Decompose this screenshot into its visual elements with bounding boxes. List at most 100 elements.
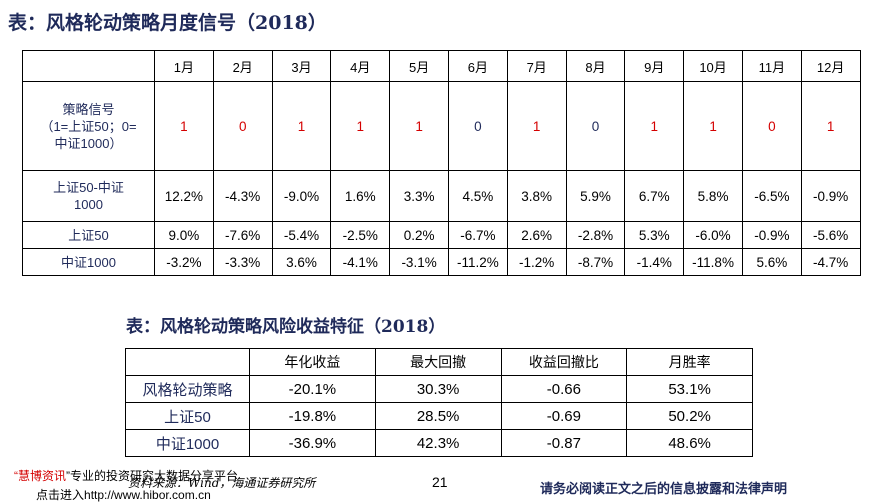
- quote-mark: “: [14, 469, 18, 483]
- value-cell: 12.2%: [154, 170, 214, 222]
- month-header-cell: 1月: [154, 50, 214, 82]
- risk-table-title: 表：风格轮动策略风险收益特征（2018）: [126, 317, 446, 337]
- risk-row-strategy: 风格轮动策略 -20.1% 30.3% -0.66 53.1%: [125, 375, 753, 403]
- source-watermark-line1: “慧博资讯”专业的投资研究大数据分享平台: [14, 467, 238, 484]
- value-cell: 3.6%: [271, 248, 332, 276]
- value-cell: -6.7%: [447, 221, 508, 249]
- value-cell: -0.9%: [800, 170, 861, 222]
- value-cell: 1: [683, 81, 743, 171]
- zz1000-row-label: 中证1000: [22, 248, 155, 276]
- value-cell: 5.8%: [683, 170, 743, 222]
- value-cell: -19.8%: [249, 402, 376, 430]
- value-cell: 1.6%: [330, 170, 391, 222]
- value-cell: -4.7%: [800, 248, 861, 276]
- header-cell: 年化收益: [249, 348, 376, 376]
- signal-label-line: 策略信号: [62, 101, 115, 117]
- value-cell: -0.66: [500, 375, 628, 403]
- value-cell: 53.1%: [626, 375, 753, 403]
- strategy-row-label: 上证50-中证 1000: [22, 170, 155, 222]
- corner-cell: [125, 348, 250, 376]
- value-cell: 0: [212, 81, 273, 171]
- value-cell: 3.3%: [389, 170, 449, 222]
- risk-return-table: 年化收益 最大回撤 收益回撤比 月胜率 风格轮动策略 -20.1% 30.3% …: [125, 348, 753, 457]
- value-cell: 5.6%: [741, 248, 802, 276]
- value-cell: 5.9%: [565, 170, 626, 222]
- value-cell: 9.0%: [154, 221, 214, 249]
- value-cell: -3.1%: [389, 248, 449, 276]
- value-cell: -1.4%: [624, 248, 685, 276]
- value-cell: -8.7%: [565, 248, 626, 276]
- month-header-cell: 8月: [565, 50, 626, 82]
- value-cell: -11.2%: [447, 248, 508, 276]
- signal-row-label: 策略信号 （1=上证50；0= 中证1000）: [22, 81, 155, 171]
- value-cell: -4.1%: [330, 248, 391, 276]
- value-cell: -0.9%: [741, 221, 802, 249]
- row-label: 中证1000: [125, 429, 250, 457]
- month-header-cell: 4月: [330, 50, 391, 82]
- strategy-return-row: 上证50-中证 1000 12.2% -4.3% -9.0% 1.6% 3.3% 4.5%…: [22, 170, 861, 222]
- value-cell: 28.5%: [374, 402, 502, 430]
- corner-cell: [22, 50, 155, 82]
- page-number: 21: [432, 474, 448, 490]
- value-cell: -6.5%: [741, 170, 802, 222]
- value-cell: -3.2%: [154, 248, 214, 276]
- value-cell: -9.0%: [271, 170, 332, 222]
- strategy-label-line: 上证50-中证: [53, 180, 124, 195]
- legal-disclaimer: 请务必阅读正文之后的信息披露和法律声明: [540, 482, 788, 497]
- row-label: 风格轮动策略: [125, 375, 250, 403]
- value-cell: 1: [330, 81, 391, 171]
- value-cell: -0.87: [500, 429, 628, 457]
- value-cell: 30.3%: [374, 375, 502, 403]
- value-cell: -0.69: [500, 402, 628, 430]
- source-link[interactable]: http://www.hibor.com.cn: [84, 488, 211, 502]
- month-header-cell: 11月: [741, 50, 802, 82]
- value-cell: -36.9%: [249, 429, 376, 457]
- value-cell: -11.8%: [683, 248, 743, 276]
- source-watermark-line2: 点击进入http://www.hibor.com.cn: [36, 486, 211, 503]
- month-header-cell: 3月: [271, 50, 332, 82]
- month-header-cell: 9月: [624, 50, 685, 82]
- value-cell: -7.6%: [212, 221, 273, 249]
- month-header-cell: 12月: [800, 50, 861, 82]
- value-cell: 4.5%: [447, 170, 508, 222]
- value-cell: 48.6%: [626, 429, 753, 457]
- signal-label-line: 中证1000）: [54, 135, 123, 151]
- value-cell: 0: [447, 81, 508, 171]
- value-cell: -20.1%: [249, 375, 376, 403]
- month-header-cell: 6月: [447, 50, 508, 82]
- risk-header-row: 年化收益 最大回撤 收益回撤比 月胜率: [125, 348, 753, 376]
- brand-name: 慧博资讯: [18, 469, 67, 483]
- value-cell: 50.2%: [626, 402, 753, 430]
- value-cell: 1: [800, 81, 861, 171]
- value-cell: 5.3%: [624, 221, 685, 249]
- value-cell: 2.6%: [506, 221, 567, 249]
- month-header-cell: 7月: [506, 50, 567, 82]
- value-cell: 42.3%: [374, 429, 502, 457]
- month-header-row: 1月 2月 3月 4月 5月 6月 7月 8月 9月 10月 11月 12月: [22, 50, 861, 82]
- value-cell: -5.6%: [800, 221, 861, 249]
- risk-row-zz1000: 中证1000 -36.9% 42.3% -0.87 48.6%: [125, 429, 753, 457]
- value-cell: 1: [624, 81, 685, 171]
- row-label: 上证50: [125, 402, 250, 430]
- value-cell: 3.8%: [506, 170, 567, 222]
- month-header-cell: 10月: [683, 50, 743, 82]
- value-cell: 1: [271, 81, 332, 171]
- value-cell: 6.7%: [624, 170, 685, 222]
- value-cell: -5.4%: [271, 221, 332, 249]
- value-cell: -2.8%: [565, 221, 626, 249]
- monthly-table-title: 表：风格轮动策略月度信号（2018）: [8, 12, 327, 34]
- header-cell: 收益回撤比: [500, 348, 628, 376]
- signal-label-line: （1=上证50；0=: [40, 118, 137, 134]
- value-cell: -3.3%: [212, 248, 273, 276]
- sz50-row-label: 上证50: [22, 221, 155, 249]
- strategy-label-line: 1000: [74, 197, 103, 212]
- value-cell: 1: [389, 81, 449, 171]
- data-source-citation: 资料来源：Wind，海通证券研究所: [128, 476, 316, 490]
- value-cell: 0.2%: [389, 221, 449, 249]
- value-cell: -6.0%: [683, 221, 743, 249]
- header-cell: 月胜率: [626, 348, 753, 376]
- source-text: 专业的投资研究大数据分享平台: [70, 469, 239, 483]
- source-link-prefix: 点击进入: [36, 488, 85, 502]
- value-cell: -1.2%: [506, 248, 567, 276]
